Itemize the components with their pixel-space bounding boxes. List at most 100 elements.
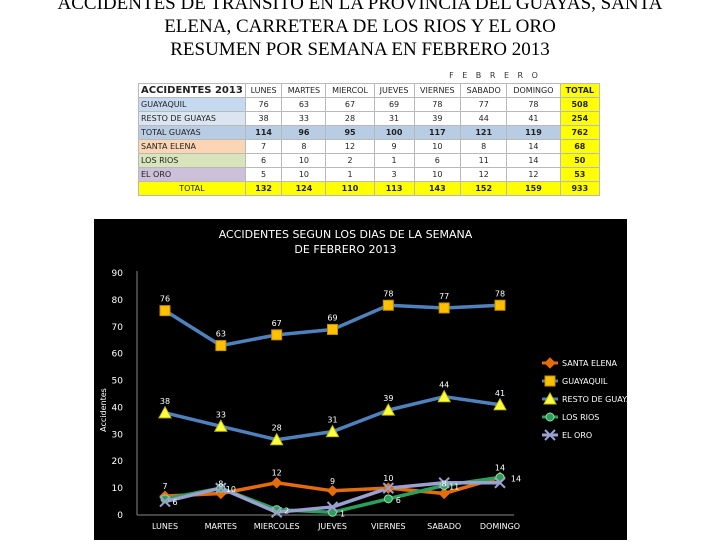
- data-label: 14: [495, 463, 505, 472]
- data-point-triangle: [269, 432, 284, 446]
- table-cell: 12: [325, 139, 375, 154]
- table-column-header: MIERCOL: [325, 83, 375, 98]
- legend-label: RESTO DE GUAYAS: [562, 395, 627, 404]
- legend-label: SANTA ELENA: [562, 359, 618, 368]
- y-tick-label: 30: [112, 430, 124, 440]
- table-cell: 12: [506, 167, 561, 182]
- data-label: 39: [383, 394, 393, 403]
- y-tick-label: 70: [112, 323, 124, 333]
- table-cell: 5: [244, 167, 283, 182]
- table-cell: 96: [281, 125, 327, 140]
- table-cell: 114: [244, 125, 283, 140]
- data-label: 63: [216, 330, 226, 339]
- data-point-triangle: [158, 405, 172, 419]
- table-cell: 28: [325, 111, 375, 126]
- x-tick-label: JUEVES: [317, 522, 347, 531]
- table-cell: 12: [460, 167, 508, 182]
- data-point-square: [382, 299, 394, 311]
- x-tick-label: VIERNES: [371, 522, 406, 531]
- table-cell: 143: [413, 181, 462, 196]
- data-point-x: [270, 506, 283, 519]
- table-cell: 68: [559, 139, 601, 154]
- data-label: 67: [272, 319, 282, 328]
- chart-title: ACCIDENTES SEGUN LOS DIAS DE LA SEMANA: [219, 228, 473, 241]
- data-point-square: [327, 323, 338, 335]
- title-line-2: ELENA, CARRETERA DE LOS RIOS Y EL ORO: [164, 16, 556, 37]
- data-label: 6: [172, 498, 177, 507]
- table-row: LOS RIOS 6 10 2 1 6 11 14 50: [138, 153, 601, 168]
- table-cell: 933: [559, 181, 601, 196]
- table-row-label: SANTA ELENA: [138, 139, 246, 154]
- y-tick-label: 20: [112, 457, 124, 467]
- data-point-triangle: [381, 403, 396, 416]
- data-point-triangle: [325, 424, 340, 438]
- title-line-3: RESUMEN POR SEMANA EN FEBRERO 2013: [170, 39, 550, 60]
- data-label: 41: [495, 389, 505, 398]
- data-point-circle: [383, 494, 393, 504]
- table-row-label: LOS RIOS: [138, 153, 246, 168]
- data-point-triangle: [213, 419, 228, 432]
- table-cell: 8: [460, 139, 508, 154]
- table-cell: 53: [559, 167, 601, 182]
- y-tick-label: 50: [112, 377, 124, 387]
- table-cell: 3: [373, 167, 415, 182]
- data-point-triangle: [493, 397, 507, 411]
- y-axis-label: Accidentes: [99, 388, 108, 432]
- data-point-square: [159, 305, 171, 317]
- table-cell: 100: [373, 125, 415, 140]
- table-cell: 33: [281, 111, 327, 126]
- y-tick-label: 80: [112, 296, 124, 306]
- data-point-square: [215, 340, 227, 352]
- data-label: 9: [330, 477, 335, 486]
- table-cell: 6: [244, 153, 283, 168]
- x-tick-label: LUNES: [152, 522, 178, 531]
- y-tick-label: 0: [117, 511, 123, 521]
- y-tick-label: 10: [112, 484, 124, 494]
- table-cell: 10: [281, 153, 327, 168]
- x-tick-label: SABADO: [427, 522, 461, 531]
- table-cell: 159: [506, 181, 561, 196]
- table-column-header: DOMINGO: [506, 83, 561, 98]
- legend-label: GUAYAQUIL: [562, 377, 608, 386]
- table-cell: 44: [460, 111, 508, 126]
- data-label: 76: [160, 295, 170, 304]
- table-cell: 41: [506, 111, 561, 126]
- legend-label: LOS RIOS: [562, 413, 599, 422]
- data-label: 28: [272, 424, 282, 433]
- legend-marker: [543, 391, 557, 405]
- data-point-square: [271, 329, 283, 341]
- table-cell: 113: [373, 181, 415, 196]
- accidents-table: ACCIDENTES 2013 LUNES MARTES MIERCOL JUEVES…: [138, 83, 601, 196]
- table-cell: 762: [559, 125, 601, 140]
- table-column-header: TOTAL: [559, 83, 601, 98]
- data-label: 1: [340, 509, 345, 518]
- table-row: EL ORO 5 10 1 3 10 12 12 53: [138, 167, 601, 182]
- table-cell: 67: [325, 97, 375, 112]
- table-column-header: SABADO: [460, 83, 508, 98]
- table-row-label: GUAYAQUIL: [138, 97, 246, 112]
- data-label: 44: [439, 381, 449, 390]
- table-cell: 1: [325, 167, 375, 182]
- table-cell: 76: [244, 97, 283, 112]
- data-label: 8: [218, 479, 223, 488]
- data-label: 38: [160, 397, 170, 406]
- table-cell: 10: [413, 139, 462, 154]
- table-cell: 10: [281, 167, 327, 182]
- table-row: TOTAL 132 124 110 113 143 152 159 933: [138, 181, 601, 196]
- table-column-header: VIERNES: [413, 83, 462, 98]
- table-row: TOTAL GUAYAS 114 96 95 100 117 121 119 762: [138, 125, 601, 140]
- data-label: 6: [396, 496, 401, 505]
- table-cell: 77: [460, 97, 508, 112]
- table-row-label: TOTAL: [138, 181, 246, 196]
- data-label: 14: [511, 474, 521, 483]
- title-line-1: ACCIDENTES DE TRANSITO EN LA PROVINCIA D…: [57, 0, 663, 14]
- legend-marker: [544, 375, 556, 387]
- legend-label: EL ORO: [562, 431, 592, 440]
- data-point-x: [438, 477, 450, 489]
- data-label: 12: [272, 469, 282, 478]
- table-cell: 14: [506, 153, 561, 168]
- data-label: 31: [327, 416, 337, 425]
- data-label: 33: [216, 410, 226, 419]
- x-tick-label: MIERCOLES: [254, 522, 300, 531]
- table-cell: 7: [244, 139, 283, 154]
